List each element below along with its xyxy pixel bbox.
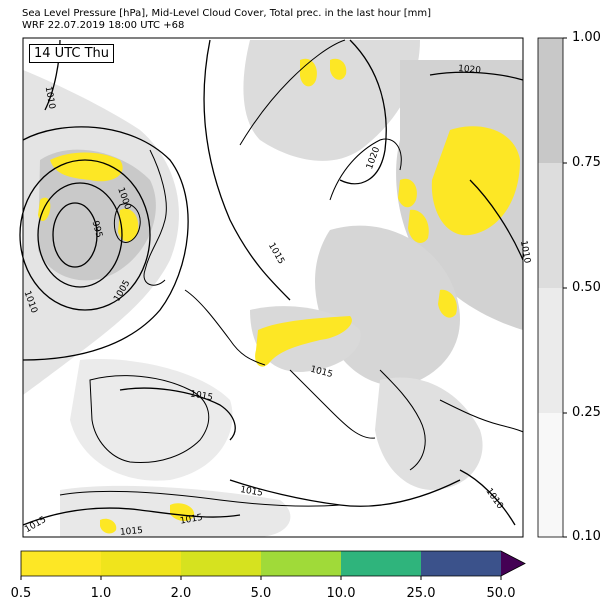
isobar-label: 1015: [239, 485, 263, 499]
cloud-iberia: [70, 359, 233, 481]
precip-tick-label: 0.5: [10, 586, 32, 601]
precip-tick-label: 1.0: [90, 586, 112, 601]
isobar-label: 1015: [120, 526, 144, 538]
isobar-label: 1020: [458, 64, 482, 76]
coastlines: [59, 39, 524, 507]
isobars: [19, 39, 524, 526]
precip-ireland: [118, 208, 139, 242]
cloud-colorbar-segment: [538, 288, 563, 413]
precip-ukraine: [438, 289, 457, 318]
coast-iberia: [89, 375, 210, 464]
precip-colorbar-segment: [341, 551, 421, 576]
precip-tick-label: 25.0: [406, 586, 436, 601]
isobar-1015-central: [203, 39, 291, 301]
cloud-tick-label: 0.50: [572, 280, 601, 295]
isobar-label: 1010: [518, 240, 532, 265]
isobar-1015-south: [229, 479, 461, 507]
isobar-label: 1010: [43, 86, 57, 111]
isobar-995: [52, 202, 98, 268]
map-frame: [22, 37, 524, 538]
precip-tick-label: 50.0: [486, 586, 516, 601]
coast-britain: [143, 149, 167, 286]
cloud-colorbar-segment: [538, 163, 563, 288]
precip-poland: [408, 209, 429, 243]
precip-norway: [300, 58, 317, 87]
coast-france: [184, 289, 266, 366]
precip-africa: [170, 503, 195, 522]
precip-colorbar: [20, 550, 526, 580]
isobar-1005: [19, 159, 151, 311]
cloud-balkans: [375, 377, 483, 490]
isobar-1000: [37, 182, 123, 288]
cloud-colorbar: [537, 37, 567, 538]
isobar-1010-se: [459, 469, 516, 526]
coast-baltic: [329, 138, 402, 201]
cloud-tick-label: 0.10: [572, 529, 601, 544]
precip-tick-label: 5.0: [250, 586, 272, 601]
precip-colorbar-segment: [21, 551, 101, 576]
precip-alps: [255, 316, 352, 367]
coast-norway: [239, 39, 346, 146]
isobar-1010-west: [22, 126, 189, 361]
cloud-cover-layer: [23, 40, 523, 537]
isobar-1020-scandinavia: [339, 39, 387, 185]
coast-africa: [59, 490, 341, 507]
coast-turkey: [439, 399, 524, 433]
time-label: 14 UTC Thu: [29, 44, 114, 63]
precip-sweden: [330, 58, 347, 80]
precip-tick-label: 2.0: [170, 586, 192, 601]
precip-colorbar-segment: [181, 551, 261, 576]
chart-title: Sea Level Pressure [hPa], Mid-Level Clou…: [22, 8, 432, 19]
precip-russia: [431, 126, 520, 236]
isobar-label: 1015: [189, 389, 213, 403]
precip-colorbar-frame: [20, 550, 526, 577]
precip-baltic: [398, 178, 417, 208]
cloud-colorbar-segment: [538, 38, 563, 163]
precip-colorbar-extend-arrow: [501, 551, 525, 576]
coast-ireland: [113, 203, 141, 243]
precip-atlantic: [50, 152, 123, 182]
cloud-colorbar-segment: [538, 413, 563, 537]
isobar-1020-ne: [429, 71, 524, 81]
run-info: WRF 22.07.2019 18:00 UTC +68: [22, 20, 185, 31]
coast-balkans: [379, 369, 426, 471]
precip-colorbar-segment: [261, 551, 341, 576]
cloud-tick-label: 1.00: [572, 30, 601, 45]
cloud-tick-label: 0.75: [572, 155, 601, 170]
precip-tick-label: 10.0: [326, 586, 356, 601]
precipitation-layer: [38, 58, 520, 534]
isobar-1010-east: [469, 179, 524, 261]
precip-africa-west: [100, 518, 117, 534]
cloud-atlantic-core: [38, 149, 156, 281]
precip-colorbar-segment: [101, 551, 181, 576]
cloud-tick-label: 0.25: [572, 405, 601, 420]
coast-italy: [289, 369, 376, 439]
isobar-label: 1015: [179, 513, 203, 527]
cloud-scandinavia: [243, 40, 420, 161]
precip-colorbar-segment: [421, 551, 501, 576]
isobar-label: 995: [90, 220, 104, 239]
isobar-1015-iberia: [119, 387, 236, 441]
isobar-1015-africa: [22, 507, 241, 526]
